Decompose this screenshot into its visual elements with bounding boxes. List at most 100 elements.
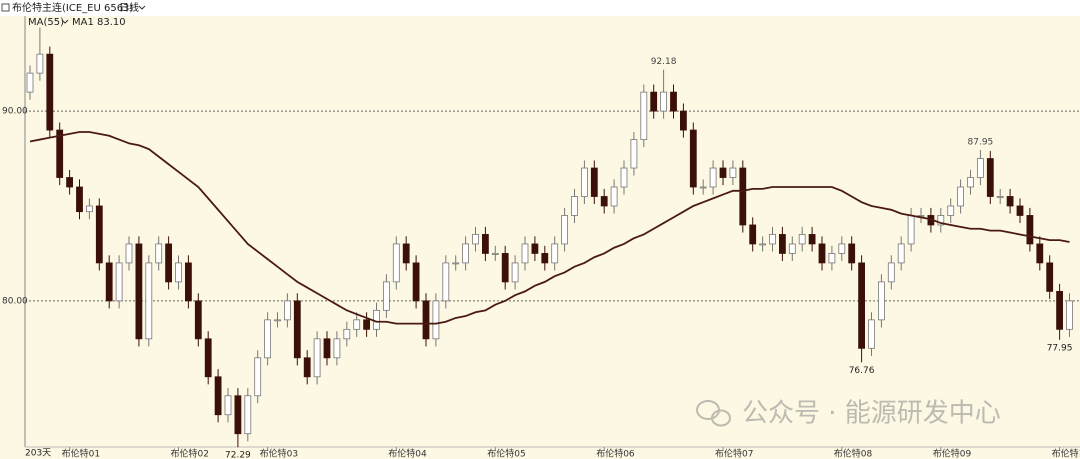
candle-body <box>56 129 64 178</box>
candle-body <box>115 262 123 302</box>
chart-title: 布伦特主连(ICE_EU 6563) <box>12 1 133 14</box>
period-selector[interactable]: 日线 <box>119 1 139 14</box>
candle-body <box>66 177 73 188</box>
x-tick-label: 布伦特05 <box>487 448 525 459</box>
candle-body <box>739 167 747 226</box>
candle-body <box>719 167 727 178</box>
header-icon <box>1 3 10 12</box>
candle-body <box>600 196 608 207</box>
candle-body <box>412 262 420 302</box>
high-label: 87.95 <box>968 137 994 147</box>
high-label: 92.18 <box>651 57 677 67</box>
y-tick-label: 90.00 <box>2 107 28 117</box>
x-tick-label: 布伦特04 <box>388 448 427 459</box>
candle-body <box>551 243 559 264</box>
watermark-icon <box>711 409 731 427</box>
candle-body <box>155 243 163 264</box>
candle-body <box>373 309 380 330</box>
x-tick-label: 布伦特07 <box>715 448 753 459</box>
candle-body <box>481 234 489 254</box>
candle-body <box>363 319 371 330</box>
candle-body <box>858 262 865 349</box>
candle-body <box>957 186 964 207</box>
dropdown-arrow[interactable] <box>138 5 146 10</box>
candle-body <box>749 224 757 245</box>
ma-label: MA1 83.10 <box>72 17 126 28</box>
watermark: 公众号 · 能源研发中心 <box>696 399 1001 429</box>
candle-body <box>680 110 687 131</box>
candle-body <box>452 262 460 265</box>
candle-body <box>462 243 470 264</box>
candle-body <box>947 205 955 216</box>
candle-body <box>808 234 816 245</box>
candle-body <box>571 196 578 216</box>
candle-body <box>402 243 410 264</box>
candle-body <box>343 328 351 340</box>
candle-body <box>165 243 173 283</box>
candle-body <box>511 262 519 283</box>
candle-body <box>650 91 658 112</box>
candle-body <box>907 215 915 245</box>
candle-body <box>1026 215 1034 245</box>
low-label: 76.76 <box>849 366 875 376</box>
x-tick-label: 布伦特10 <box>1052 448 1080 459</box>
candle-body <box>323 338 331 359</box>
candle-body <box>105 262 113 302</box>
candle-body <box>353 319 361 330</box>
candles <box>26 27 1073 448</box>
ma-line <box>29 131 1070 325</box>
candle-body <box>759 243 766 246</box>
candle-body <box>264 319 272 359</box>
candle-body <box>224 395 232 416</box>
candle-body <box>630 139 638 169</box>
candle-body <box>798 234 806 245</box>
candle-body <box>967 177 974 188</box>
candle-body <box>95 205 103 264</box>
candle-body <box>729 167 737 178</box>
candle-body <box>145 262 153 340</box>
candle-body <box>26 72 34 93</box>
x-tick-label: 布伦特03 <box>260 448 298 459</box>
candle-body <box>204 338 212 378</box>
header-bar <box>0 0 1080 16</box>
candle-body <box>283 300 291 321</box>
candle-body <box>1016 205 1024 216</box>
candle-body <box>818 243 826 264</box>
candle-body <box>234 395 242 435</box>
candle-body <box>194 300 202 340</box>
candle-body <box>531 243 539 254</box>
candle-body <box>590 167 598 197</box>
candle-body <box>392 243 400 283</box>
candle-body <box>977 158 984 178</box>
candle-body <box>46 53 54 131</box>
x-tick-label: 布伦特02 <box>171 448 209 459</box>
candle-body <box>660 91 667 112</box>
candle-body <box>432 300 440 340</box>
dropdown-arrow[interactable] <box>61 19 69 24</box>
ma-name[interactable]: MA(55) <box>28 17 64 28</box>
candle-body <box>640 91 648 140</box>
candle-body <box>1056 290 1063 330</box>
candle-body <box>541 253 549 264</box>
candle-body <box>313 338 321 378</box>
candle-body <box>581 167 588 197</box>
candle-body <box>937 215 945 226</box>
candle-body <box>1066 300 1073 330</box>
bar-count: 203天 <box>25 449 51 459</box>
low-label: 72.29 <box>225 451 251 459</box>
candle-body <box>274 319 281 322</box>
candle-body <box>86 205 93 213</box>
candle-body <box>620 167 628 188</box>
candle-body <box>1036 243 1044 264</box>
candle-body <box>125 243 133 264</box>
candle-body <box>135 243 143 340</box>
candle-body <box>689 129 697 188</box>
candle-body <box>986 158 994 197</box>
candle-body <box>442 262 450 302</box>
low-label: 77.95 <box>1047 343 1073 353</box>
y-tick-label: 80.00 <box>2 296 28 306</box>
watermark-text: 公众号 · 能源研发中心 <box>742 399 1001 429</box>
candle-body <box>382 281 390 311</box>
